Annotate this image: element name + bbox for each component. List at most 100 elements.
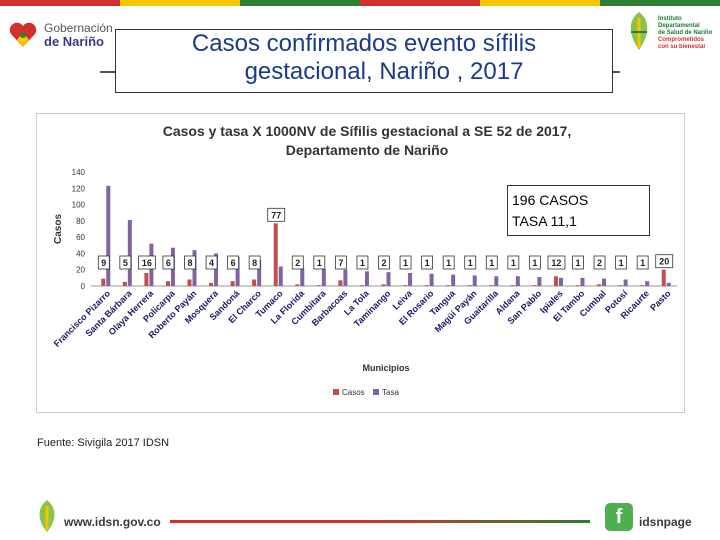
chart-title-line2: Departamento de Nariño <box>285 142 449 158</box>
y-tick-label: 100 <box>72 201 86 210</box>
bar-tasa <box>386 272 391 286</box>
bar-tasa <box>451 274 456 286</box>
data-label-box <box>442 255 455 270</box>
bar-casos <box>122 281 127 286</box>
data-label: 4 <box>209 258 214 268</box>
bar-casos <box>597 284 602 286</box>
data-label: 2 <box>381 258 386 268</box>
bar-casos <box>295 284 300 286</box>
y-tick-label: 40 <box>76 249 85 258</box>
bar-tasa <box>127 220 132 286</box>
bar-casos <box>209 282 214 286</box>
y-tick-label: 140 <box>72 168 86 177</box>
data-label-box <box>313 255 326 270</box>
bar-casos <box>424 285 429 286</box>
bar-casos <box>316 285 321 286</box>
data-label-box <box>572 255 584 270</box>
bar-tasa <box>214 253 219 286</box>
data-label-box <box>528 255 541 270</box>
footer-url-link[interactable]: www.idsn.gov.co <box>64 515 161 529</box>
data-label-box <box>378 255 390 270</box>
data-label: 16 <box>142 258 152 268</box>
title-line-2: gestacional, Nariño , 2017 <box>244 58 524 85</box>
data-label: 2 <box>597 258 602 268</box>
bar-casos <box>101 278 106 286</box>
bar-casos <box>575 285 580 286</box>
leaf-logo-icon <box>630 12 648 50</box>
data-label: 8 <box>252 258 257 268</box>
bar-casos <box>640 285 645 286</box>
footer-divider <box>170 520 590 523</box>
legend-casos-swatch <box>333 389 339 395</box>
data-label-box <box>97 255 110 270</box>
bar-tasa <box>472 275 477 286</box>
top-color-bar <box>0 0 720 6</box>
page-title: Casos confirmados evento sífilis gestaci… <box>115 29 613 93</box>
x-tick-label: Pasto <box>648 288 673 313</box>
data-label: 20 <box>659 257 669 267</box>
bar-tasa <box>321 268 326 286</box>
data-label-box <box>399 255 412 270</box>
bar-casos <box>338 280 343 286</box>
facebook-page-link[interactable]: idsnpage <box>639 515 692 529</box>
bar-tasa <box>580 277 585 286</box>
y-tick-label: 60 <box>76 233 85 242</box>
data-label-box <box>507 255 520 270</box>
chart-frame: Casos y tasa X 1000NV de Sífilis gestaci… <box>36 113 685 413</box>
data-label-box <box>636 255 649 270</box>
bar-casos <box>230 281 235 286</box>
chart-title-line1: Casos y tasa X 1000NV de Sífilis gestaci… <box>162 123 572 139</box>
data-label: 1 <box>619 258 624 268</box>
annotation-cases: 196 CASOS <box>512 192 589 208</box>
data-label-box <box>205 255 218 270</box>
data-label-box <box>655 254 674 269</box>
bar-casos <box>403 285 408 286</box>
logo-right-line3: de Salud de Nariño <box>658 30 713 36</box>
data-label: 1 <box>532 258 537 268</box>
bar-casos <box>467 285 472 286</box>
data-label: 1 <box>317 258 322 268</box>
data-label-box <box>137 255 156 270</box>
bar-tasa <box>645 281 650 286</box>
logo-right-line1: Instituto <box>658 16 682 22</box>
data-label: 1 <box>575 258 580 268</box>
facebook-icon[interactable]: f <box>605 503 633 531</box>
data-label-box <box>227 255 240 270</box>
bar-casos <box>661 269 666 286</box>
data-label: 7 <box>338 258 343 268</box>
data-label-box <box>162 255 175 270</box>
bar-casos <box>446 285 451 286</box>
legend-tasa-swatch <box>373 389 379 395</box>
data-label-box <box>334 255 347 270</box>
data-label: 1 <box>468 258 473 268</box>
bar-tasa <box>494 276 499 286</box>
data-label: 1 <box>489 258 494 268</box>
footer-leaf-icon <box>39 500 55 532</box>
data-label: 8 <box>187 258 192 268</box>
y-axis-title: Casos <box>53 214 64 244</box>
bar-tasa <box>515 276 520 286</box>
bar-casos <box>144 272 149 286</box>
source-note: Fuente: Sivigila 2017 IDSN <box>37 437 170 449</box>
bar-casos <box>165 281 170 286</box>
data-label-box <box>184 255 196 270</box>
bar-tasa <box>602 278 607 286</box>
bar-casos <box>381 284 386 286</box>
y-tick-label: 20 <box>76 266 85 275</box>
data-label-box <box>615 255 628 270</box>
data-label: 9 <box>101 258 106 268</box>
idsn-logo: Instituto Departamental de Salud de Nari… <box>622 8 714 58</box>
bar-casos <box>359 285 364 286</box>
title-line-1: Casos confirmados evento sífilis <box>191 30 537 57</box>
bar-tasa <box>558 277 563 286</box>
legend-tasa-label: Tasa <box>382 388 399 397</box>
bar-casos <box>553 276 558 286</box>
bar-casos <box>187 279 192 286</box>
data-label: 5 <box>123 258 128 268</box>
data-label: 1 <box>425 258 430 268</box>
data-label: 1 <box>360 258 365 268</box>
data-label-box <box>291 255 304 270</box>
chart-title: Casos y tasa X 1000NV de Sífilis gestaci… <box>37 122 697 160</box>
heart-logo-icon <box>9 22 37 47</box>
